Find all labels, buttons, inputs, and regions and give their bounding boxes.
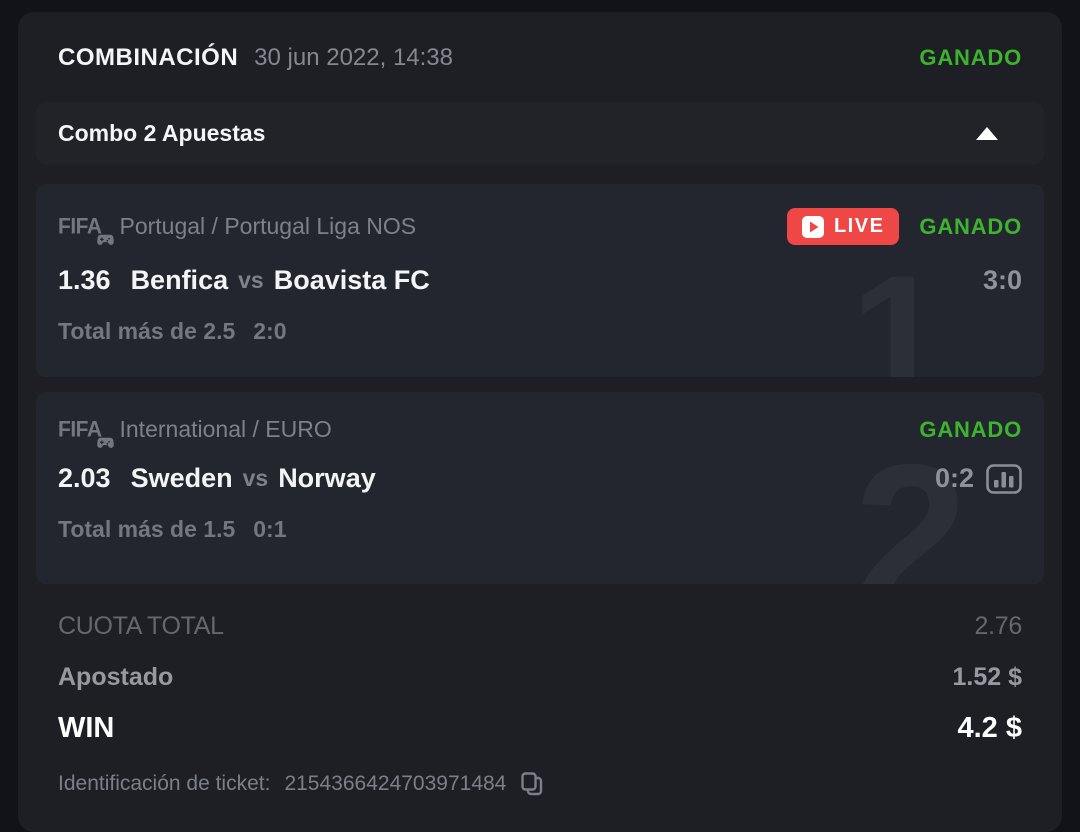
home-team: Sweden <box>130 463 233 493</box>
total-odds-value: 2.76 <box>974 612 1023 640</box>
bet-1-top-row: FIFA Portugal / Portugal Liga NOS LIVE G… <box>58 208 1022 245</box>
league-name: Portugal / Portugal Liga NOS <box>119 213 417 239</box>
bet-card-1: 1 FIFA Portugal / Portugal Liga NOS LIVE… <box>36 184 1044 377</box>
play-icon <box>801 215 824 238</box>
stake-value: 1.52 $ <box>952 663 1022 691</box>
bet-1-selection-row: 1.36 Benfica vs Boavista FC 3:0 <box>58 265 1022 296</box>
copy-icon <box>521 772 543 796</box>
bet-number-watermark: 2 <box>853 422 968 584</box>
fifa-esports-icon: FIFA <box>58 418 114 448</box>
market-name: Total más de 2.5 <box>58 318 236 344</box>
copy-ticket-id-button[interactable] <box>520 771 544 797</box>
bet-2-top-row: FIFA International / EURO GANADO <box>58 416 1022 448</box>
ticket-status-badge: GANADO <box>919 45 1022 70</box>
stake-row: Apostado 1.52 $ <box>36 663 1044 692</box>
match-score: 0:2 <box>934 463 974 493</box>
stake-label: Apostado <box>58 663 174 691</box>
bet-ticket-panel: COMBINACIÓN 30 jun 2022, 14:38 GANADO Co… <box>18 12 1062 832</box>
away-team: Norway <box>278 463 376 493</box>
odds-value: 1.36 <box>58 265 111 295</box>
away-team: Boavista FC <box>273 265 430 295</box>
vs-label: vs <box>238 267 264 293</box>
bet-status-badge: GANADO <box>919 213 1022 239</box>
bet-1-market-row: Total más de 2.5 2:0 <box>58 318 1022 345</box>
win-label: WIN <box>58 712 115 744</box>
match-score: 3:0 <box>982 265 1022 295</box>
bet-number-watermark: 1 <box>850 240 946 377</box>
vs-label: vs <box>242 465 269 491</box>
combo-label: Combo 2 Apuestas <box>58 119 266 146</box>
ticket-id-row: Identificación de ticket: 21543664247039… <box>36 771 1044 797</box>
market-name: Total más de 1.5 <box>58 516 236 542</box>
fifa-esports-icon: FIFA <box>58 215 114 245</box>
bet-2-selection-row: 2.03 Sweden vs Norway 0:2 <box>58 463 1022 494</box>
ticket-id-value: 2154366424703971484 <box>284 772 507 795</box>
market-score: 2:0 <box>253 318 287 344</box>
market-score: 0:1 <box>253 516 287 542</box>
home-team: Benfica <box>130 265 229 295</box>
total-odds-row: CUOTA TOTAL 2.76 <box>36 612 1044 641</box>
bet-card-2: 2 FIFA International / EURO GANADO 2.03 … <box>36 392 1044 584</box>
win-row: WIN 4.2 $ <box>36 712 1044 745</box>
live-badge[interactable]: LIVE <box>786 208 900 245</box>
gamepad-icon <box>96 234 114 245</box>
combo-collapse-bar[interactable]: Combo 2 Apuestas <box>36 102 1044 164</box>
bar-chart-icon <box>986 463 1022 494</box>
match-stats-button[interactable] <box>986 463 1022 494</box>
win-value: 4.2 $ <box>957 712 1023 744</box>
ticket-header: COMBINACIÓN 30 jun 2022, 14:38 GANADO <box>36 30 1044 76</box>
bet-2-market-row: Total más de 1.5 0:1 <box>58 516 1022 543</box>
ticket-date: 30 jun 2022, 14:38 <box>254 44 453 71</box>
odds-value: 2.03 <box>58 463 111 493</box>
gamepad-icon <box>96 437 114 448</box>
chevron-up-icon[interactable] <box>976 126 998 140</box>
league-name: International / EURO <box>119 416 332 442</box>
bet-status-badge: GANADO <box>919 416 1022 442</box>
total-odds-label: CUOTA TOTAL <box>58 612 224 640</box>
ticket-id-label: Identificación de ticket: <box>58 772 271 795</box>
ticket-type-title: COMBINACIÓN <box>58 44 239 71</box>
